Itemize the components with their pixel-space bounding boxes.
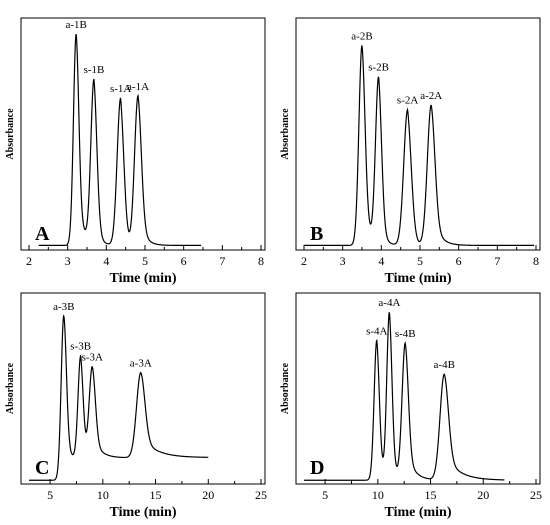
y-axis-label: Absorbance: [280, 108, 291, 160]
x-tick-label: 7: [219, 254, 225, 268]
x-tick-label: 8: [533, 254, 539, 268]
x-tick-label: 3: [340, 254, 346, 268]
x-tick-label: 4: [378, 254, 384, 268]
peak-label: a-2A: [420, 90, 442, 102]
chromatogram-line: [29, 314, 209, 481]
peak-label: s-2A: [397, 95, 418, 107]
peak-label: s-3B: [70, 341, 91, 353]
x-tick-label: 7: [494, 254, 500, 268]
x-tick-label: 2: [26, 254, 32, 268]
x-tick-label: 4: [103, 254, 109, 268]
peak-label: s-4B: [395, 328, 416, 340]
x-tick-label: 5: [47, 488, 53, 502]
x-axis-label: Time (min): [384, 505, 451, 520]
peak-label: s-2B: [368, 61, 389, 73]
x-tick-label: 6: [456, 254, 462, 268]
panel-letter: C: [35, 457, 49, 479]
chromatogram-line: [304, 45, 535, 246]
peak-label: s-3A: [82, 352, 103, 364]
y-axis-label: Absorbance: [5, 108, 16, 160]
x-tick-label: 2: [301, 254, 307, 268]
plot-frame: [295, 17, 541, 251]
chromatogram-line: [38, 33, 202, 246]
x-tick-label: 3: [65, 254, 71, 268]
x-tick-label: 5: [417, 254, 423, 268]
plot-frame: [20, 17, 266, 251]
panel-C: 5 10 15 20 25 Time (min) Absorbance a-3B s-3Bs-3…: [5, 292, 267, 520]
x-tick-label: 20: [477, 488, 489, 502]
peak-label: a-4A: [378, 297, 400, 309]
x-tick-label: 10: [372, 488, 384, 502]
x-tick-label: 5: [322, 488, 328, 502]
panel-letter: B: [310, 223, 323, 245]
x-tick-label: 25: [255, 488, 267, 502]
panel-letter: D: [310, 457, 324, 479]
peak-label: a-4B: [434, 359, 455, 371]
peak-label: a-1A: [127, 81, 149, 93]
panel-B: 2 3 4 5 6 7 8 Time (min) Absorbance a-2B s-2B s-2A a…: [280, 17, 541, 286]
peak-label: s-1A: [110, 83, 131, 95]
x-tick-label: 20: [202, 488, 214, 502]
y-axis-label: Absorbance: [5, 362, 16, 414]
panel-letter: A: [35, 223, 50, 245]
peak-label: a-2B: [351, 30, 372, 42]
x-axis-label: Time (min): [384, 271, 451, 286]
peak-label: s-4A: [366, 325, 387, 337]
x-tick-label: 10: [97, 488, 109, 502]
y-axis-label: Absorbance: [280, 362, 291, 414]
plot-frame: [295, 292, 541, 485]
peak-label: a-3A: [130, 358, 152, 370]
x-axis-label: Time (min): [109, 271, 176, 286]
panel-D: 5 10 15 20 25 Time (min) Absorbance s-4A a-4A s-4…: [280, 292, 542, 520]
peak-label: a-3B: [53, 301, 74, 313]
x-tick-label: 25: [530, 488, 542, 502]
panel-A: 2 3 4 5 6 7 8 Time (min) Absorbance a-1B s-1B s-1Aa…: [5, 17, 266, 286]
chromatogram-line: [304, 312, 505, 481]
x-axis-label: Time (min): [109, 505, 176, 520]
peak-label: s-1B: [84, 64, 105, 76]
peak-label: a-1B: [65, 19, 86, 31]
x-tick-label: 5: [142, 254, 148, 268]
x-tick-label: 8: [258, 254, 264, 268]
x-tick-label: 15: [425, 488, 437, 502]
plot-frame: [20, 292, 266, 485]
x-tick-label: 15: [150, 488, 162, 502]
x-tick-label: 6: [181, 254, 187, 268]
